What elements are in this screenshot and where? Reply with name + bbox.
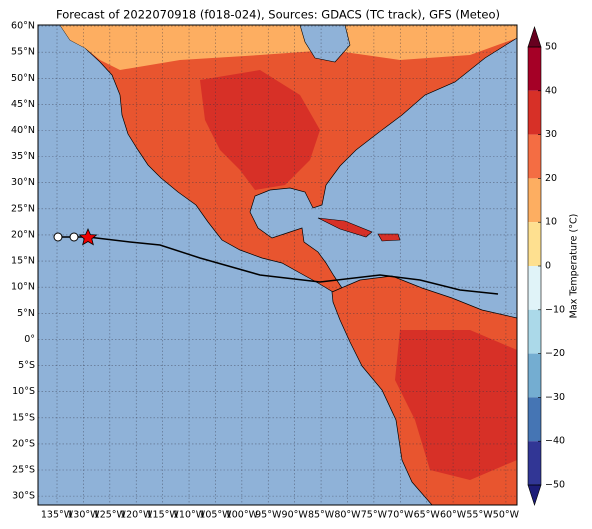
lon-tick-label: 70°W bbox=[387, 510, 414, 521]
lon-tick-label: 100°W bbox=[226, 510, 259, 521]
lat-tick-label: 55°N bbox=[11, 47, 35, 58]
lat-tick-label: 30°N bbox=[11, 177, 35, 188]
track-point bbox=[53, 232, 63, 242]
colorbar-tick-label: 10 bbox=[545, 217, 557, 228]
colorbar-band bbox=[528, 90, 541, 135]
warm-area bbox=[395, 330, 517, 480]
colorbar-band bbox=[528, 309, 541, 354]
lat-tick-label: 15°S bbox=[12, 412, 35, 423]
colorbar-tick-label: −40 bbox=[545, 436, 565, 447]
colorbar-tick-label: 30 bbox=[545, 129, 557, 140]
lon-tick-label: 125°W bbox=[94, 510, 127, 521]
colorbar-label: Max Temperature (°C) bbox=[569, 214, 580, 319]
track-point bbox=[69, 232, 79, 242]
lat-tick-label: 45°N bbox=[11, 99, 35, 110]
lon-tick-label: 95°W bbox=[255, 510, 282, 521]
map-title: Forecast of 2022070918 (f018-024), Sourc… bbox=[56, 8, 500, 22]
lon-tick-label: 55°W bbox=[466, 510, 493, 521]
lat-tick-label: 5°S bbox=[18, 360, 35, 371]
map-area bbox=[38, 25, 517, 505]
lon-tick-label: 120°W bbox=[120, 510, 153, 521]
lon-tick-label: 130°W bbox=[67, 510, 100, 521]
colorbar-band bbox=[528, 397, 541, 442]
hudson-bay bbox=[299, 25, 351, 63]
colorbar-band bbox=[528, 441, 541, 485]
lat-tick-label: 10°N bbox=[11, 282, 35, 293]
lat-tick-label: 20°N bbox=[11, 229, 35, 240]
lat-tick-label: 40°N bbox=[11, 125, 35, 136]
colorbar-band bbox=[528, 178, 541, 223]
lon-tick-label: 65°W bbox=[414, 510, 441, 521]
lat-tick-label: 25°S bbox=[12, 465, 35, 476]
colorbar-tick-label: −30 bbox=[545, 392, 565, 403]
grid bbox=[38, 25, 517, 505]
lon-tick-label: 80°W bbox=[334, 510, 361, 521]
lon-tick-label: 60°W bbox=[440, 510, 467, 521]
lat-tick-label: 15°N bbox=[11, 256, 35, 267]
colorbar-band bbox=[528, 266, 541, 310]
pale-north bbox=[60, 25, 517, 70]
storm-track bbox=[58, 236, 499, 295]
lon-tick-label: 85°W bbox=[308, 510, 335, 521]
lon-tick-label: 115°W bbox=[146, 510, 179, 521]
colorbar-band bbox=[528, 47, 541, 91]
colorbar-extend bbox=[527, 26, 542, 48]
lat-tick-label: 0° bbox=[24, 334, 35, 345]
colorbar-tick-label: 0 bbox=[545, 261, 551, 272]
cuba bbox=[317, 217, 373, 238]
colorbar-band bbox=[528, 353, 541, 398]
lat-tick-label: 5°N bbox=[17, 308, 35, 319]
lon-tick-label: 135°W bbox=[41, 510, 74, 521]
lon-tick-label: 75°W bbox=[361, 510, 388, 521]
lon-tick-label: 90°W bbox=[282, 510, 309, 521]
colorbar-extend bbox=[527, 484, 542, 506]
lat-tick-label: 25°N bbox=[11, 203, 35, 214]
map-frame bbox=[37, 24, 518, 506]
lat-tick-label: 50°N bbox=[11, 73, 35, 84]
colorbar-tick-label: 20 bbox=[545, 173, 557, 184]
colorbar-tick-label: −20 bbox=[545, 348, 565, 359]
storm-position bbox=[78, 227, 98, 246]
colorbar-band bbox=[528, 134, 541, 179]
warm-area bbox=[200, 70, 320, 190]
colorbar-tick-label: 50 bbox=[545, 42, 557, 53]
colorbar-tick-label: −10 bbox=[545, 304, 565, 315]
axes: 135°W130°W125°W120°W115°W110°W105°W100°W… bbox=[11, 21, 565, 521]
lat-tick-label: 30°S bbox=[12, 491, 35, 502]
lat-tick-label: 60°N bbox=[11, 21, 35, 32]
lon-tick-label: 50°W bbox=[493, 510, 520, 521]
lat-tick-label: 20°S bbox=[12, 438, 35, 449]
colorbar-band bbox=[528, 222, 541, 266]
colorbar-tick-label: 40 bbox=[545, 85, 557, 96]
lon-tick-label: 110°W bbox=[173, 510, 206, 521]
lat-tick-label: 35°N bbox=[11, 151, 35, 162]
lon-tick-label: 105°W bbox=[199, 510, 232, 521]
lat-tick-label: 10°S bbox=[12, 386, 35, 397]
colorbar-tick-label: −50 bbox=[545, 480, 565, 491]
